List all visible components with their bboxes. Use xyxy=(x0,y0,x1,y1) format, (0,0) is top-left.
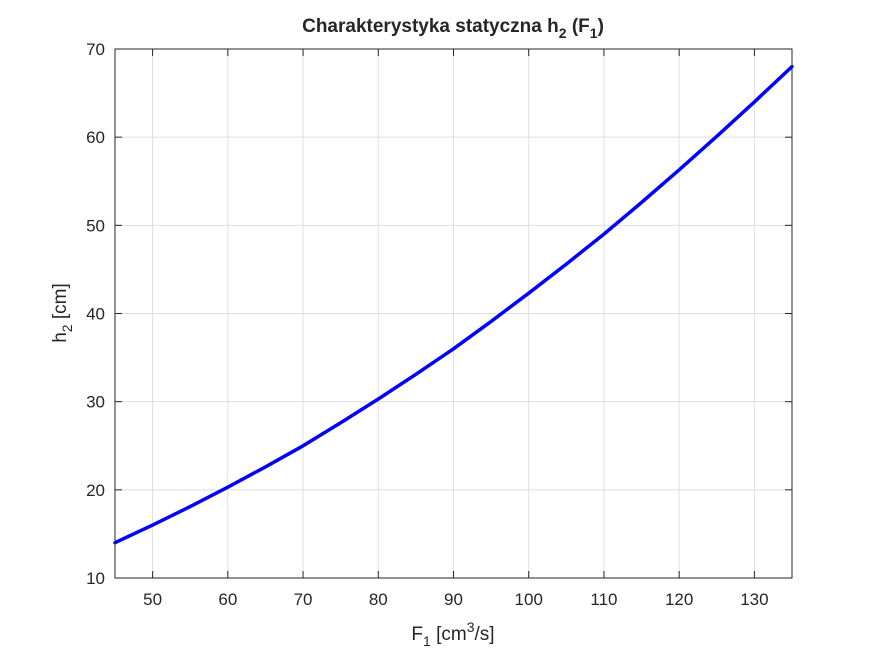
x-tick-label: 130 xyxy=(740,590,768,609)
x-axis-label-sup: 3 xyxy=(467,619,475,635)
y-tick-label: 30 xyxy=(86,393,105,412)
x-axis-label-rest: [cm xyxy=(431,624,467,645)
y-tick-label: 50 xyxy=(86,216,105,235)
y-axis-label-sub: 2 xyxy=(59,324,75,332)
x-tick-label: 80 xyxy=(369,590,388,609)
x-tick-label: 60 xyxy=(218,590,237,609)
y-ticks: 10 20 30 40 50 60 70 xyxy=(86,40,792,588)
x-tick-label: 70 xyxy=(294,590,313,609)
x-tick-label: 110 xyxy=(590,590,617,609)
y-axis-label-rest: [cm] xyxy=(50,283,71,324)
chart-title-main: Charakterystyka statyczna h xyxy=(302,16,559,37)
y-tick-label: 10 xyxy=(86,569,105,588)
chart-title-end: ) xyxy=(598,16,604,37)
x-axis-label-end: /s] xyxy=(475,624,495,645)
x-ticks: 50 60 70 80 90 100 110 120 130 xyxy=(143,49,769,609)
series-layer xyxy=(113,64,794,545)
chart-title-mid: (F xyxy=(567,16,590,37)
y-tick-label: 40 xyxy=(86,305,105,324)
y-tick-label: 70 xyxy=(86,40,105,59)
y-axis-label: h2 [cm] xyxy=(50,283,75,343)
y-tick-label: 20 xyxy=(86,481,105,500)
series-line xyxy=(113,64,794,545)
x-axis-label: F1 [cm3/s] xyxy=(411,619,494,649)
y-axis-label-main: h xyxy=(50,332,71,343)
x-tick-label: 120 xyxy=(665,590,693,609)
x-tick-label: 90 xyxy=(444,590,463,609)
grid xyxy=(115,49,792,578)
y-tick-label: 60 xyxy=(86,128,105,147)
chart-title: Charakterystyka statyczna h2 (F1) xyxy=(302,16,604,41)
chart-title-sub1: 2 xyxy=(559,25,567,41)
x-axis-label-main: F xyxy=(411,624,423,645)
x-tick-label: 100 xyxy=(515,590,543,609)
chart-title-sub2: 1 xyxy=(590,25,598,41)
x-tick-label: 50 xyxy=(143,590,162,609)
x-axis-label-sub: 1 xyxy=(423,633,431,649)
